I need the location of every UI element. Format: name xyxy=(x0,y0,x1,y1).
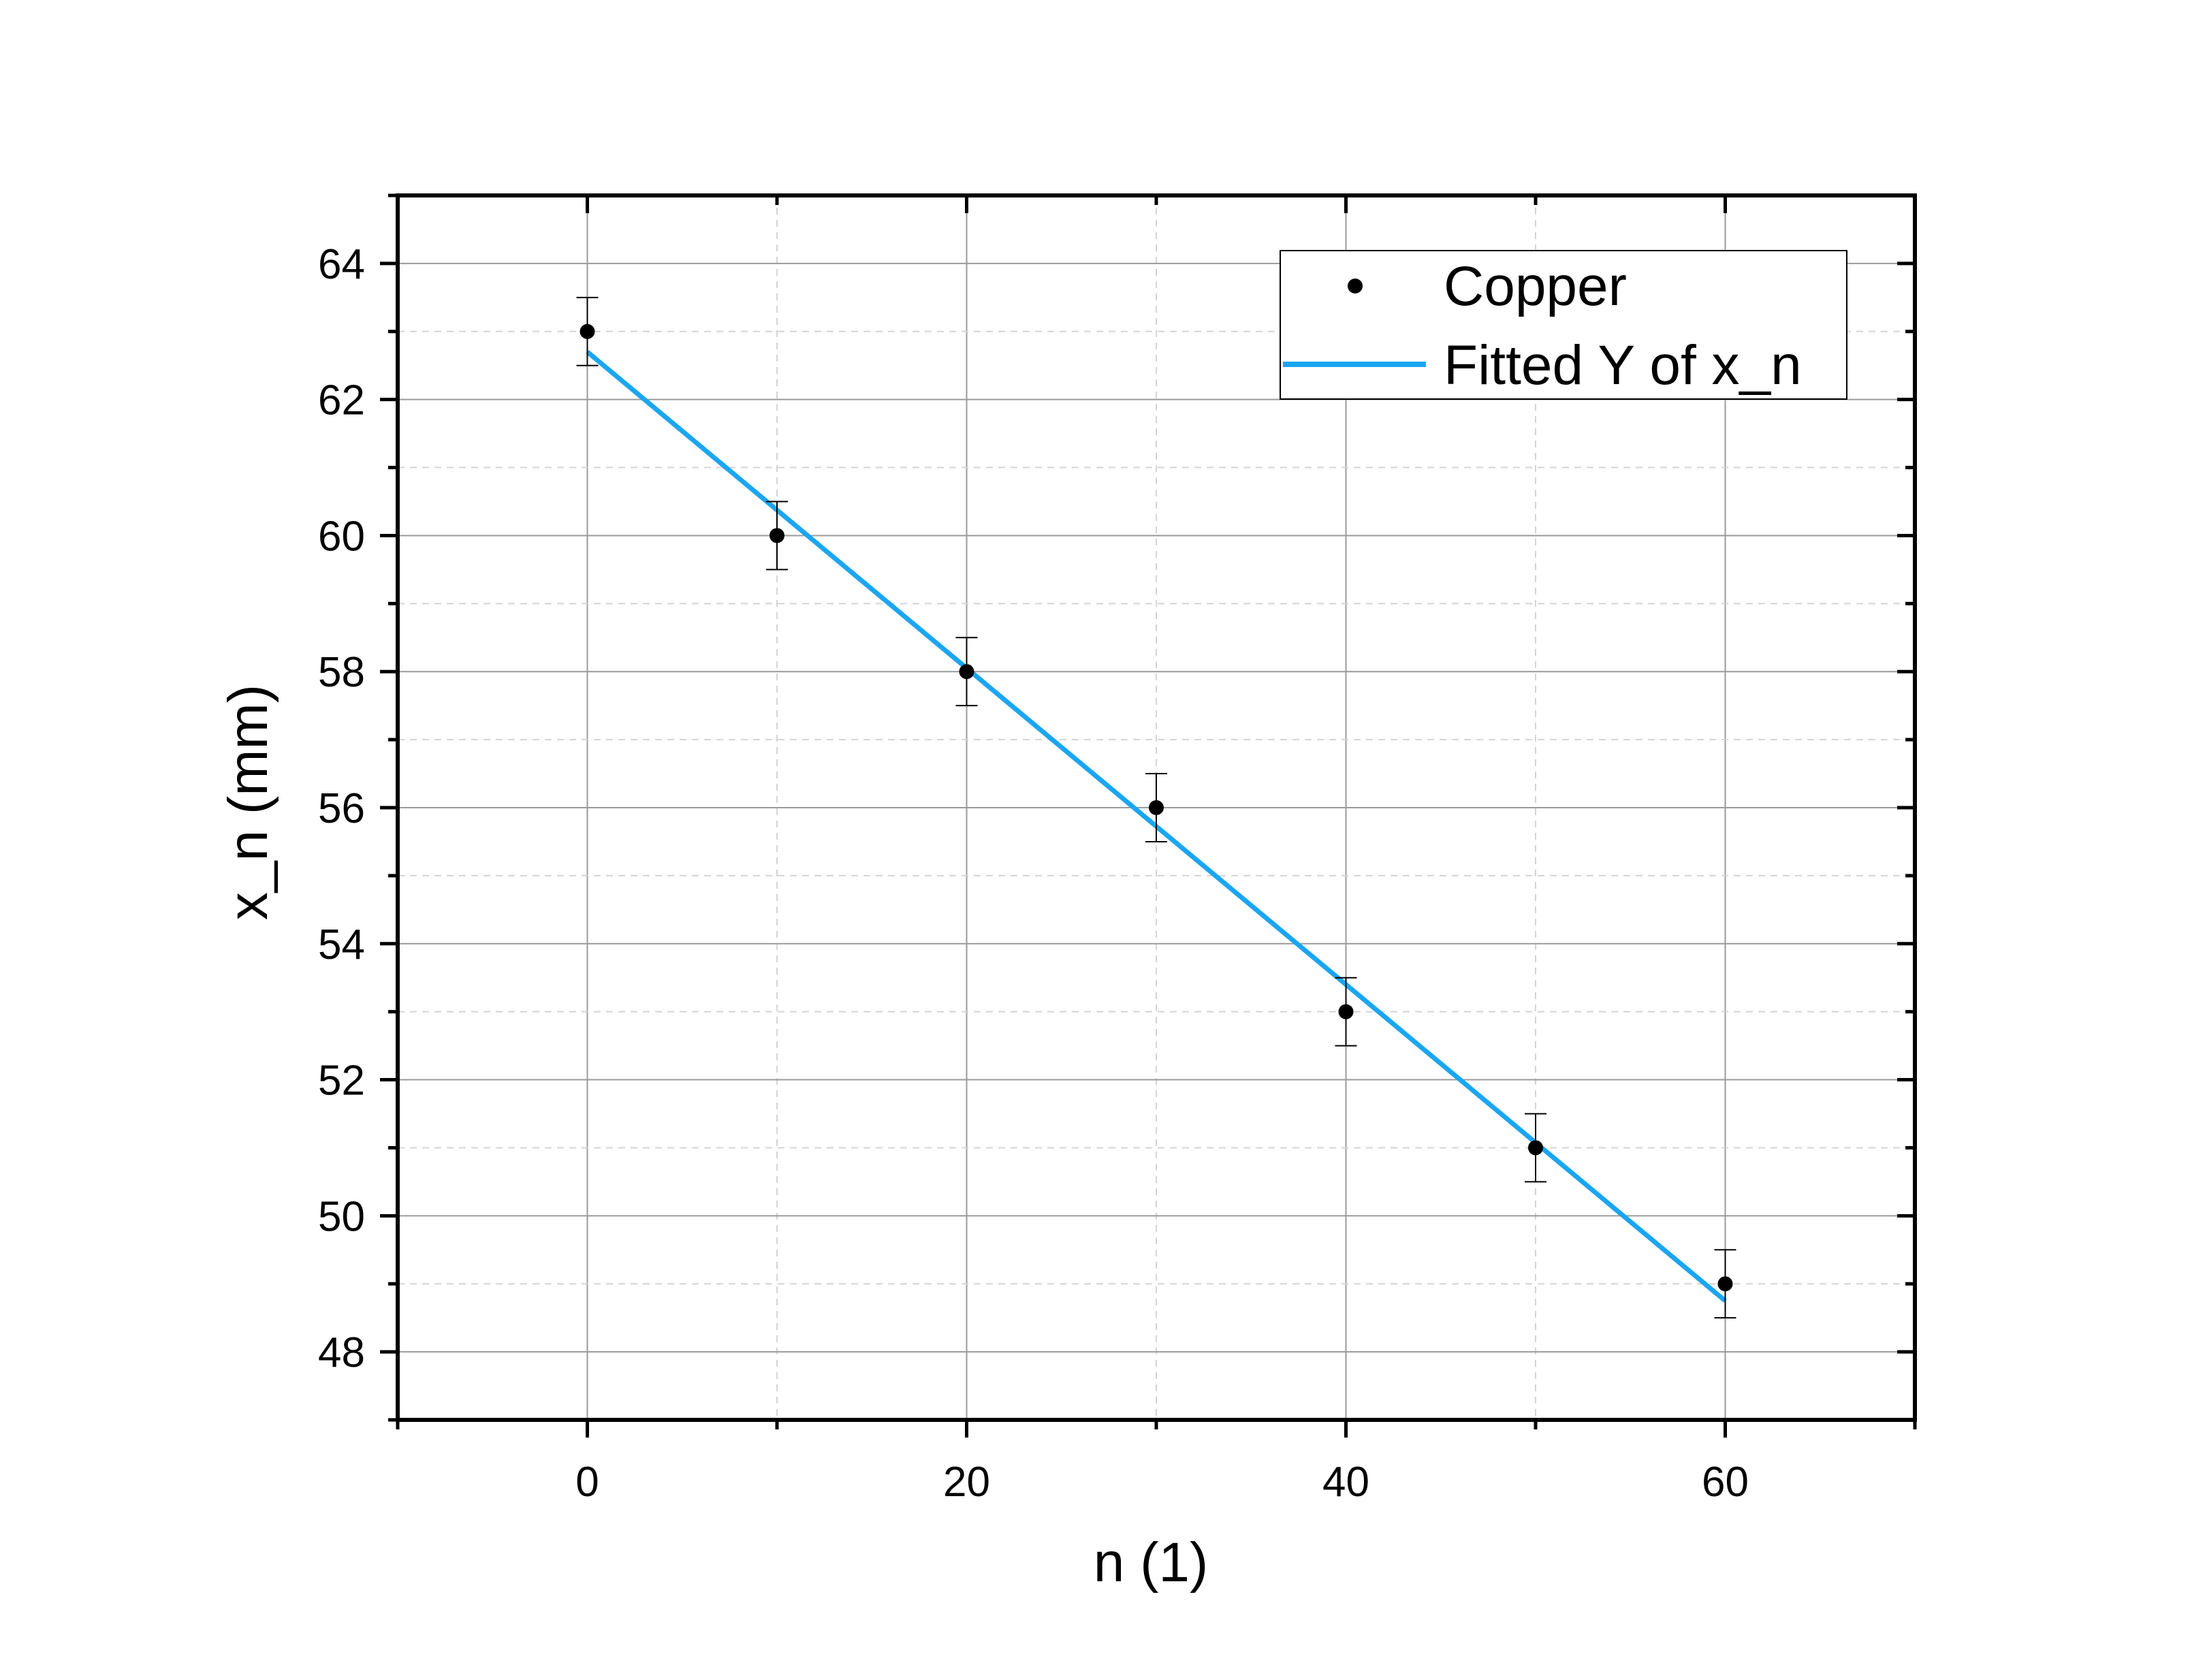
data-point xyxy=(1338,1004,1354,1019)
y-tick-label: 60 xyxy=(318,513,365,560)
y-axis-title: x_n (mm) xyxy=(217,684,279,920)
x-tick-label: 40 xyxy=(1322,1459,1369,1506)
data-point xyxy=(1528,1140,1543,1156)
legend: Copper Fitted Y of x_n xyxy=(1280,250,1847,400)
points-layer xyxy=(576,296,1736,1319)
legend-box xyxy=(1280,250,1847,400)
data-point-group xyxy=(576,296,599,366)
legend-label-copper: Copper xyxy=(1444,255,1627,317)
x-axis-title: n (1) xyxy=(1094,1532,1209,1594)
axes-layer xyxy=(380,193,1917,1438)
data-point xyxy=(1717,1276,1733,1292)
x-tick-label: 60 xyxy=(1702,1459,1749,1506)
legend-label-fit: Fitted Y of x_n xyxy=(1444,334,1802,396)
x-tick-label: 20 xyxy=(943,1459,990,1506)
data-point-group xyxy=(1714,1249,1736,1319)
y-tick-label: 56 xyxy=(318,785,365,832)
data-point xyxy=(769,528,784,543)
data-point-group xyxy=(955,637,978,707)
y-tick-label: 50 xyxy=(318,1193,365,1240)
y-tick-label: 54 xyxy=(318,921,365,968)
y-tick-label: 62 xyxy=(318,377,365,424)
data-point-group xyxy=(1145,773,1167,842)
y-tick-label: 48 xyxy=(318,1329,365,1376)
data-point xyxy=(959,664,974,680)
y-tick-label: 64 xyxy=(318,241,365,288)
data-point xyxy=(580,323,595,339)
data-point-group xyxy=(1335,977,1357,1047)
data-point xyxy=(1149,800,1164,815)
tick-label-layer: 0 20 40 60 48 50 52 54 56 58 60 62 64 xyxy=(318,241,1749,1506)
y-tick-label: 52 xyxy=(318,1058,365,1105)
y-tick-label: 58 xyxy=(318,649,365,696)
legend-marker-copper xyxy=(1348,279,1363,294)
data-point-group xyxy=(766,501,788,571)
x-tick-label: 0 xyxy=(575,1459,599,1506)
data-point-group xyxy=(1525,1113,1546,1183)
